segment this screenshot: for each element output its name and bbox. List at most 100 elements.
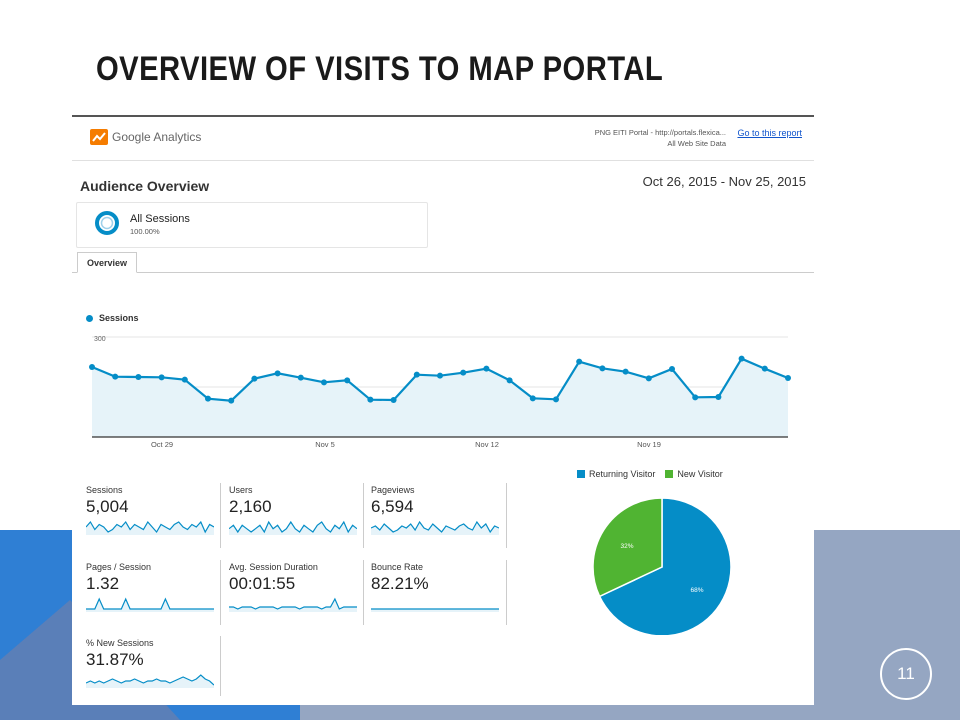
pie-legend: Returning Visitor New Visitor	[577, 469, 723, 479]
y-tick-300: 300	[94, 336, 106, 343]
sparkline-area	[86, 599, 214, 612]
top-border	[72, 115, 814, 117]
report-title: Audience Overview	[80, 178, 210, 194]
metric-sparkline	[229, 520, 357, 535]
sessions-point	[529, 395, 536, 402]
page-number-label: 11	[897, 664, 915, 683]
sessions-point	[460, 369, 467, 376]
metric-bounce-rate[interactable]: Bounce Rate 82.21%	[371, 562, 505, 622]
sparkline-area	[371, 522, 499, 535]
sessions-point	[506, 377, 513, 384]
segment-card[interactable]: All Sessions 100.00%	[76, 202, 428, 248]
sessions-legend: Sessions	[86, 313, 139, 323]
segment-ring-icon	[95, 211, 119, 235]
visitor-pie-chart: 68% 32%	[592, 497, 732, 635]
metric-pages-per-session[interactable]: Pages / Session 1.32	[86, 562, 220, 622]
page-number: 11	[880, 648, 932, 700]
pie-label-new-visitor: 32%	[620, 543, 633, 550]
sessions-point	[692, 394, 699, 401]
sessions-legend-label: Sessions	[99, 313, 139, 323]
sparkline-line	[229, 520, 357, 534]
metric-sparkline	[86, 674, 214, 688]
legend-swatch-new	[665, 470, 674, 478]
sessions-point	[761, 365, 768, 372]
sessions-point	[135, 374, 142, 380]
legend-swatch-returning	[577, 470, 585, 478]
metric-value: 31.87%	[86, 650, 144, 669]
metric-value: 6,594	[371, 497, 414, 516]
sessions-point	[483, 365, 490, 372]
sessions-point	[274, 370, 281, 377]
x-tick-oct-29: Oct 29	[151, 440, 173, 449]
metric-pageviews[interactable]: Pageviews 6,594	[371, 485, 505, 545]
metric-value: 1.32	[86, 574, 120, 593]
metric-value: 82.21%	[371, 574, 429, 593]
sparkline-line	[86, 674, 214, 686]
x-tick-nov-19: Nov 19	[637, 440, 661, 449]
metric-value: 00:01:55	[229, 574, 296, 593]
metric-divider	[363, 483, 364, 548]
sessions-point	[645, 375, 652, 382]
sessions-point	[413, 371, 420, 378]
metric-value: 2,160	[229, 497, 272, 516]
metric-label: Sessions	[86, 485, 123, 495]
sessions-point	[181, 376, 188, 383]
metric-label: Bounce Rate	[371, 562, 424, 572]
metric-sparkline	[371, 520, 499, 535]
metric-sessions[interactable]: Sessions 5,004	[86, 485, 220, 545]
segment-name: All Sessions	[130, 213, 190, 225]
sessions-point	[622, 368, 629, 375]
sessions-point	[437, 372, 443, 379]
portal-name: PNG EITI Portal - http://portals.flexica…	[594, 128, 726, 137]
metric-sparkline	[86, 597, 214, 612]
x-tick-nov-5: Nov 5	[315, 440, 335, 449]
sessions-point	[785, 375, 791, 381]
tab-bar	[72, 272, 814, 273]
sparkline-line	[229, 597, 357, 610]
segment-percent: 100.00%	[130, 227, 160, 236]
legend-label-new: New Visitor	[677, 469, 723, 479]
metric-label: Avg. Session Duration	[229, 562, 318, 572]
metric-sparkline	[229, 597, 357, 612]
sessions-point	[599, 365, 606, 372]
metric-divider	[506, 483, 507, 548]
tab-overview[interactable]: Overview	[77, 252, 137, 273]
sessions-point	[390, 397, 397, 403]
metric-divider	[220, 636, 221, 696]
x-tick-nov-12: Nov 12	[475, 440, 499, 449]
sessions-point	[251, 375, 258, 382]
slide-title: OVERVIEW OF VISITS TO MAP PORTAL	[96, 50, 664, 88]
sessions-point	[297, 374, 304, 381]
sparkline-line	[371, 520, 499, 534]
sessions-point	[669, 366, 675, 372]
sparkline-area	[371, 609, 499, 612]
go-to-report-link[interactable]: Go to this report	[737, 128, 802, 138]
date-range[interactable]: Oct 26, 2015 - Nov 25, 2015	[642, 174, 806, 189]
pie-slice-returning-visitor	[598, 497, 732, 635]
metric-sparkline	[371, 608, 499, 612]
metric-label: % New Sessions	[86, 638, 154, 648]
pie-slice-new-visitor	[592, 497, 663, 598]
header-divider	[72, 160, 814, 161]
sessions-point	[89, 364, 95, 370]
metric-avg-session-duration[interactable]: Avg. Session Duration 00:01:55	[229, 562, 363, 622]
sparkline-line	[86, 520, 214, 534]
metric-label: Users	[229, 485, 253, 495]
metric-label: Pageviews	[371, 485, 415, 495]
sessions-point	[112, 373, 119, 380]
sessions-point	[158, 374, 165, 381]
metric-label: Pages / Session	[86, 562, 152, 572]
site-data-label: All Web Site Data	[667, 139, 726, 148]
metric-value: 5,004	[86, 497, 129, 516]
sparkline-area	[229, 522, 357, 535]
analytics-screenshot: Google Analytics PNG EITI Portal - http:…	[72, 115, 814, 705]
metric-users[interactable]: Users 2,160	[229, 485, 363, 545]
metric-new-sessions[interactable]: % New Sessions 31.87%	[86, 638, 220, 698]
sessions-area	[92, 358, 788, 437]
sparkline-line	[86, 597, 214, 610]
sessions-legend-dot	[86, 314, 93, 322]
sessions-point	[205, 395, 211, 402]
legend-label-returning: Returning Visitor	[589, 469, 656, 479]
sessions-point	[715, 394, 722, 400]
google-analytics-icon	[90, 129, 108, 145]
